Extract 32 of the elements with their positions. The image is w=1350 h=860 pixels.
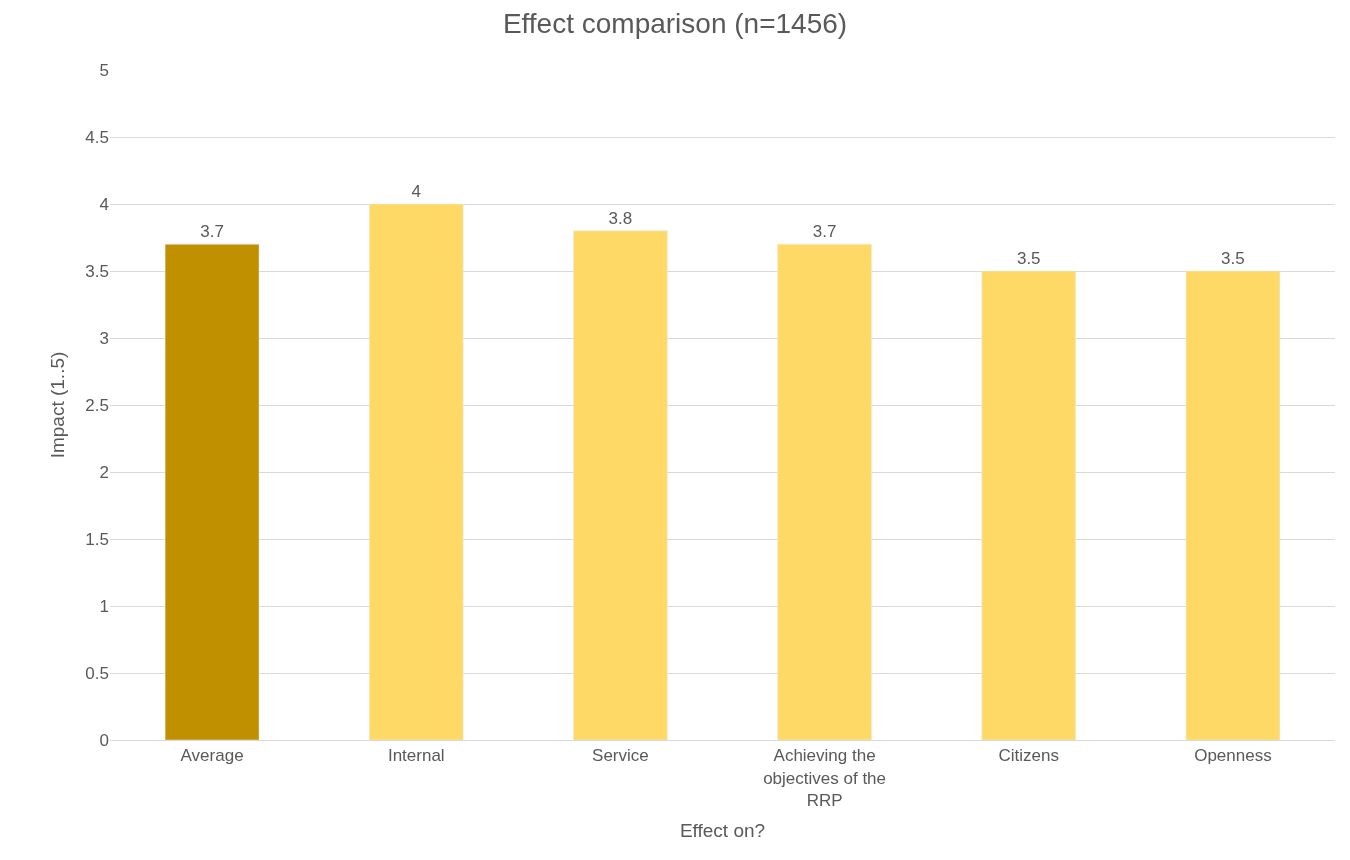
y-tick-label: 0 <box>99 730 109 750</box>
y-tick-label: 3.5 <box>85 261 109 281</box>
y-tick-label: 4 <box>99 194 109 214</box>
y-tick-label: 2.5 <box>85 395 109 415</box>
y-axis-title: Impact (1..5) <box>47 351 69 459</box>
y-tick-label: 0.5 <box>85 663 109 683</box>
y-tick-label: 2 <box>99 462 109 482</box>
bar <box>1185 270 1281 740</box>
x-tick-label: Internal <box>387 746 445 766</box>
data-label: 3.5 <box>1221 249 1245 268</box>
data-label: 3.7 <box>200 222 224 242</box>
y-tick-label: 1 <box>99 596 109 616</box>
data-label: 3.5 <box>1016 249 1041 268</box>
bar <box>164 243 260 740</box>
chart-title: Effect comparison (n=1456) <box>502 7 848 39</box>
data-label: 3.8 <box>608 208 633 228</box>
y-tick-label: 1.5 <box>85 529 109 549</box>
x-tick-label: Achieving the objectives of the RRP <box>763 746 887 810</box>
bar <box>369 203 464 740</box>
y-tick-label: 3 <box>99 328 109 348</box>
x-tick-label: Citizens <box>998 746 1059 766</box>
bar <box>981 270 1076 740</box>
data-label: 3.7 <box>812 222 837 242</box>
y-tick-label: 4.5 <box>85 127 109 147</box>
y-tick-label: 5 <box>99 60 109 80</box>
x-axis-title: Effect on? <box>679 820 766 842</box>
bar <box>573 230 668 740</box>
bar <box>777 243 872 740</box>
x-tick-label: Service <box>592 746 649 766</box>
data-label: 4 <box>411 182 421 201</box>
x-tick-label: Average <box>180 746 244 766</box>
x-tick-label: Openness <box>1194 746 1272 766</box>
